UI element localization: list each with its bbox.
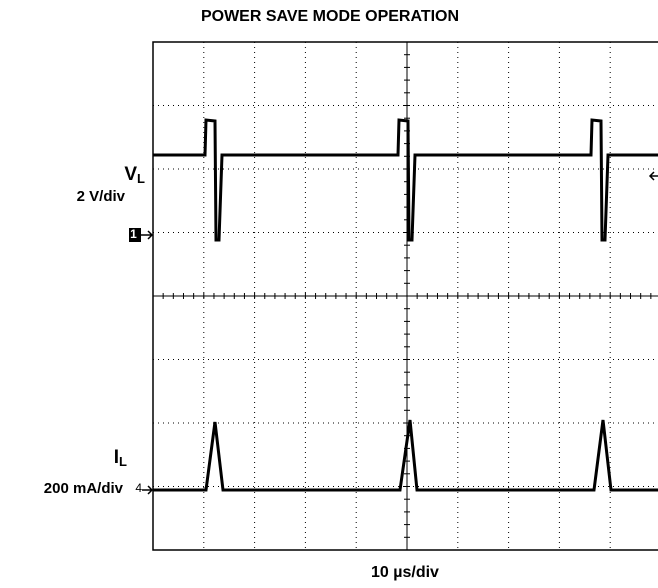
trigger-arrow [648, 171, 658, 181]
il-label: IL [113, 447, 127, 469]
vl-scale: 2 V/div [76, 188, 125, 205]
il-scale: 200 mA/div [43, 480, 123, 497]
ch1-marker: 1 [130, 227, 137, 241]
ch4-marker: 4 [135, 481, 142, 495]
ch1-marker-box [129, 228, 141, 242]
il-trace [153, 419, 658, 492]
ch1-arrow [141, 230, 154, 240]
ch4-arrow [142, 485, 154, 495]
grid [152, 41, 658, 551]
screen-border [152, 41, 658, 551]
title: POWER SAVE MODE OPERATION [200, 8, 460, 25]
time-scale: 10 µs/div [371, 564, 439, 581]
vl-label: VL [124, 164, 145, 186]
vl-trace [153, 118, 658, 242]
